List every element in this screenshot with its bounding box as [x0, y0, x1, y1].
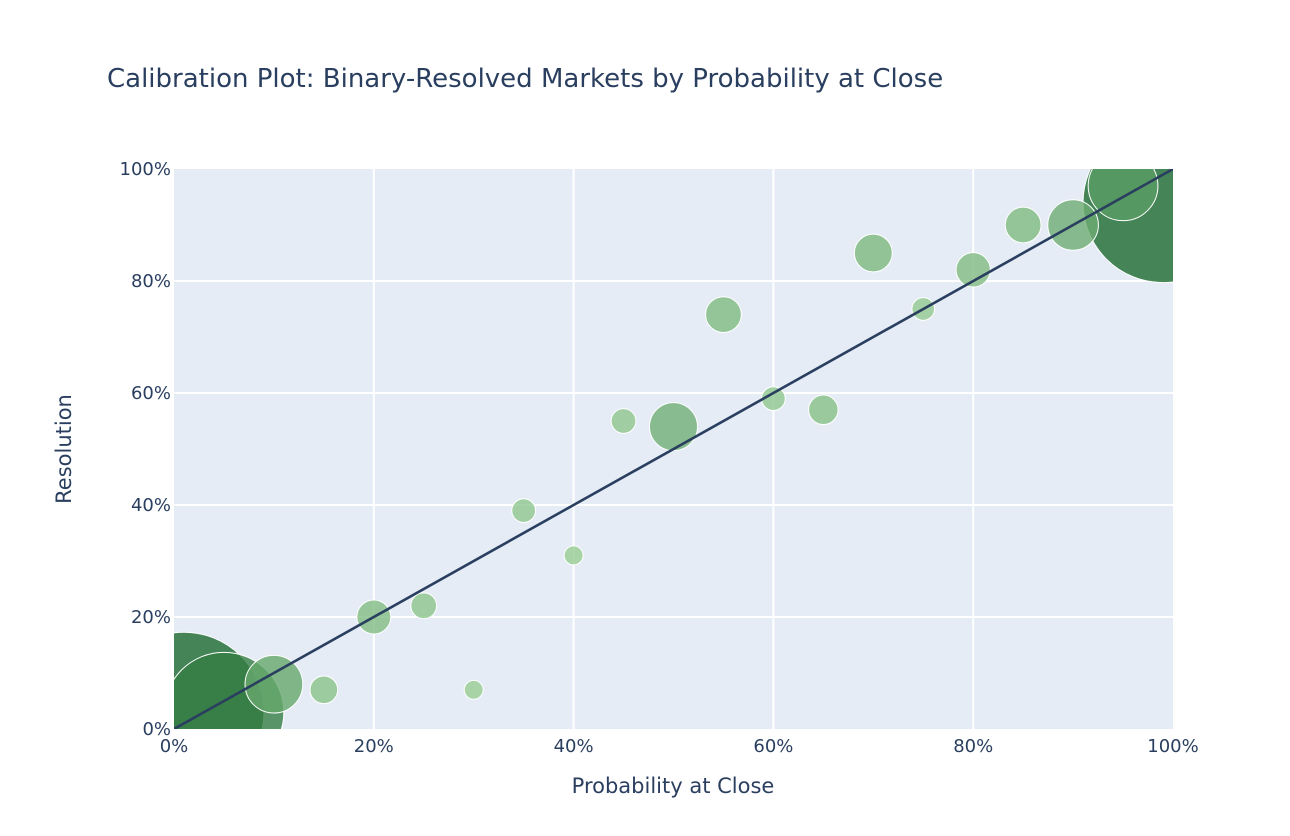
x-axis-title: Probability at Close	[572, 774, 775, 798]
reference-line	[174, 169, 1173, 729]
bubble-series	[174, 169, 1173, 729]
data-point-bubble[interactable]	[1004, 206, 1042, 244]
data-point-bubble[interactable]	[705, 296, 742, 333]
data-point-bubble[interactable]	[463, 679, 484, 700]
chart-title: Calibration Plot: Binary-Resolved Market…	[107, 64, 943, 94]
data-point-bubble[interactable]	[244, 654, 304, 714]
data-point-bubble[interactable]	[610, 408, 637, 434]
x-tick-label: 40%	[554, 736, 594, 757]
y-tick-label: 100%	[120, 159, 171, 180]
y-axis-ticks: 0% 20% 40% 60% 80% 100%	[120, 159, 171, 740]
x-tick-label: 80%	[953, 736, 993, 757]
x-tick-label: 60%	[753, 736, 793, 757]
data-point-bubble[interactable]	[511, 498, 537, 523]
data-point-bubble[interactable]	[808, 394, 839, 426]
y-tick-label: 20%	[131, 607, 171, 628]
x-tick-label: 100%	[1147, 736, 1198, 757]
y-tick-label: 80%	[131, 271, 171, 292]
data-point-bubble[interactable]	[853, 233, 893, 273]
y-axis-title: Resolution	[52, 394, 76, 504]
x-axis-ticks: 0% 20% 40% 60% 80% 100%	[160, 736, 1199, 757]
data-point-bubble[interactable]	[649, 402, 698, 452]
x-tick-label: 20%	[354, 736, 394, 757]
data-point-bubble[interactable]	[955, 252, 991, 288]
x-tick-label: 0%	[160, 736, 189, 757]
reference-line-layer	[174, 169, 1173, 729]
y-tick-label: 60%	[131, 383, 171, 404]
data-point-bubble[interactable]	[410, 592, 438, 620]
y-tick-label: 0%	[142, 719, 171, 740]
data-point-bubble[interactable]	[309, 675, 339, 705]
data-point-bubble[interactable]	[563, 545, 584, 566]
y-tick-label: 40%	[131, 495, 171, 516]
